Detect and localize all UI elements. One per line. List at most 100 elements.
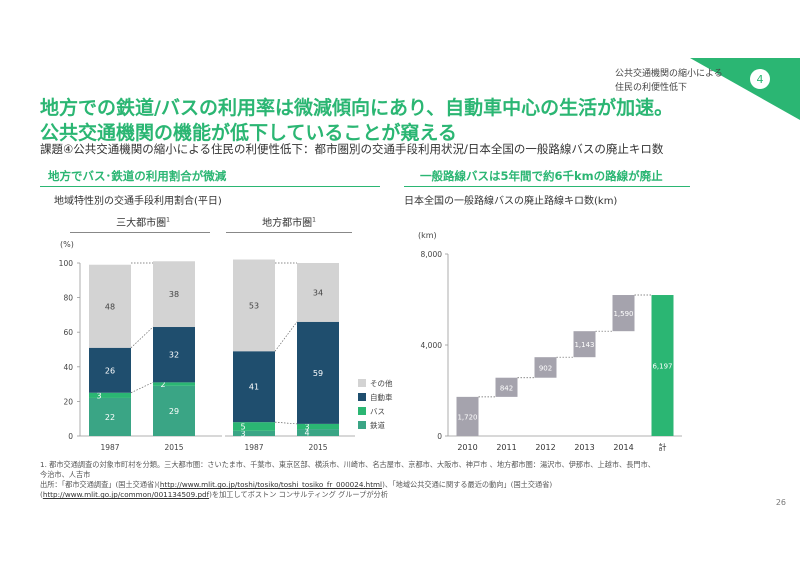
left-y-unit: (%) bbox=[60, 240, 74, 249]
footnote-link-1[interactable]: http://www.mlit.go.jp/toshi/tosiko/toshi… bbox=[159, 480, 383, 489]
data-label: 3 bbox=[304, 422, 309, 431]
bar-segment bbox=[233, 422, 275, 431]
footnote-link-2[interactable]: http://www.mlit.go.jp/common/001134509.p… bbox=[42, 490, 210, 499]
header-note: 公共交通機関の縮小による 住民の利便性低下 bbox=[615, 67, 735, 95]
data-label: 2 bbox=[160, 380, 165, 389]
corner-triangle bbox=[690, 58, 800, 120]
total-bar bbox=[651, 295, 674, 436]
bar-segment bbox=[297, 263, 339, 322]
bar-segment bbox=[153, 327, 195, 383]
panel2-title: 地方都市圏1 bbox=[234, 214, 344, 229]
legend-swatch bbox=[358, 379, 366, 387]
right-y-unit: (km) bbox=[418, 231, 437, 240]
footnotes: 1. 都市交通調査の対象市町村を分類。三大都市圏：さいたま市、千葉市、東京区部、… bbox=[40, 460, 740, 500]
x-tick-label: 2015 bbox=[308, 443, 327, 452]
waterfall-bar bbox=[612, 295, 635, 332]
page-title: 地方での鉄道/バスの利用率は微減傾向にあり、自動車中心の生活が加速。 公共交通機… bbox=[40, 96, 740, 146]
data-label: 1,590 bbox=[613, 310, 633, 318]
x-tick-label: 2012 bbox=[535, 443, 555, 452]
panel1-title-text: 三大都市圏 bbox=[116, 218, 167, 229]
panel2-title-text: 地方都市圏 bbox=[262, 218, 313, 229]
left-y-tick-label: 60 bbox=[63, 328, 73, 337]
bar-segment bbox=[297, 321, 339, 424]
bar-segment bbox=[153, 385, 195, 436]
left-y-tick-label: 80 bbox=[63, 294, 73, 303]
data-label: 3 bbox=[96, 391, 101, 400]
legend-label: その他 bbox=[370, 378, 393, 388]
footnote-source-text-2: )、「地域公共交通に関する最近の動向」(国土交通省) bbox=[382, 480, 553, 489]
data-label: 32 bbox=[169, 351, 179, 360]
right-y-tick-label: 4,000 bbox=[421, 341, 443, 350]
data-label: 53 bbox=[249, 301, 259, 310]
bar-segment bbox=[89, 397, 131, 436]
footnote-source-text: 出所：「都市交通調査」(国土交通省)( bbox=[40, 480, 160, 489]
data-label: 41 bbox=[249, 383, 259, 392]
right-y-tick-label: 8,000 bbox=[421, 250, 443, 259]
left-section-rule bbox=[40, 186, 380, 187]
waterfall-bar bbox=[495, 377, 518, 397]
legend-swatch bbox=[358, 421, 366, 429]
x-tick-label: 1987 bbox=[244, 443, 263, 452]
page-title-line2: 公共交通機関の機能が低下していることが窺える bbox=[40, 122, 457, 144]
panel1-title-note: 1 bbox=[166, 216, 170, 224]
data-label: 48 bbox=[105, 302, 115, 311]
data-label: 59 bbox=[313, 369, 323, 378]
data-label: 1,720 bbox=[457, 413, 477, 421]
x-tick-label: 計 bbox=[659, 442, 667, 452]
header-note-line1: 公共交通機関の縮小による bbox=[615, 69, 723, 79]
page-subtitle: 課題④公共交通機関の縮小による住民の利便性低下：都市圏別の交通手段利用状況/日本… bbox=[40, 142, 664, 156]
page-title-line1: 地方での鉄道/バスの利用率は微減傾向にあり、自動車中心の生活が加速。 bbox=[40, 97, 674, 119]
legend-label: 鉄道 bbox=[370, 420, 385, 430]
left-section-subheading: 地域特性別の交通手段利用割合(平日) bbox=[54, 196, 222, 207]
bar-segment bbox=[297, 423, 339, 430]
connector-line bbox=[130, 326, 154, 349]
footnote-source-text-3: )を加工してボストン コンサルティング グループが分析 bbox=[209, 490, 388, 499]
waterfall-bar bbox=[456, 396, 479, 436]
left-y-axis: 0 20 40 60 80 100 bbox=[59, 259, 81, 441]
data-label: 22 bbox=[105, 413, 115, 422]
bar-segment bbox=[233, 430, 275, 436]
bar-segment bbox=[233, 259, 275, 352]
right-y-tick-label: 0 bbox=[437, 432, 442, 441]
x-tick-label: 1987 bbox=[100, 443, 119, 452]
panel1-rule bbox=[70, 232, 210, 233]
data-label: 38 bbox=[169, 290, 179, 299]
tag-number: 4 bbox=[757, 73, 764, 86]
bus-route-abolition-chart: (km) 0 4,000 8,000 1,720 2010 842 2011 902 2012 1… bbox=[418, 231, 682, 452]
panel1-bars: 22 3 26 48 1987 29 2 32 38 2015 bbox=[80, 261, 222, 452]
x-tick-label: 2013 bbox=[574, 443, 594, 452]
x-tick-label: 2015 bbox=[164, 443, 183, 452]
panel2-title-note: 1 bbox=[312, 216, 316, 224]
panel2-rule bbox=[226, 232, 352, 233]
x-tick-label: 2014 bbox=[613, 443, 633, 452]
legend-swatch bbox=[358, 393, 366, 401]
left-y-tick-label: 40 bbox=[63, 363, 73, 372]
bar-segment bbox=[89, 392, 131, 398]
bar-segment bbox=[297, 429, 339, 436]
data-label: 29 bbox=[169, 407, 179, 416]
footnote-line2: 今治市、人吉市 bbox=[40, 470, 91, 479]
data-label: 902 bbox=[539, 364, 552, 372]
panel1-title: 三大都市圏1 bbox=[88, 214, 198, 229]
data-label: 1,143 bbox=[574, 341, 594, 349]
legend-swatch bbox=[358, 407, 366, 415]
connector-line bbox=[130, 382, 154, 394]
data-label: 4 bbox=[304, 429, 309, 438]
section-tag: 4 bbox=[690, 58, 800, 120]
left-y-tick-label: 0 bbox=[68, 432, 73, 441]
footnote-line3: 出所：「都市交通調査」(国土交通省)(http://www.mlit.go.jp… bbox=[40, 480, 740, 490]
right-section-rule bbox=[404, 186, 690, 187]
bar-segment bbox=[233, 351, 275, 423]
data-label: 34 bbox=[313, 288, 323, 297]
page-number: 26 bbox=[775, 498, 786, 507]
x-tick-label: 2011 bbox=[496, 443, 516, 452]
footnote-line1: 1. 都市交通調査の対象市町村を分類。三大都市圏：さいたま市、千葉市、東京区部、… bbox=[40, 460, 655, 469]
connector-line bbox=[274, 421, 298, 425]
left-y-tick-label: 20 bbox=[63, 397, 73, 406]
data-label: 842 bbox=[500, 384, 513, 392]
waterfall-bars: 0 4,000 8,000 1,720 2010 842 2011 902 2012 1,143 2… bbox=[421, 250, 682, 452]
data-label: 6,197 bbox=[652, 363, 672, 371]
